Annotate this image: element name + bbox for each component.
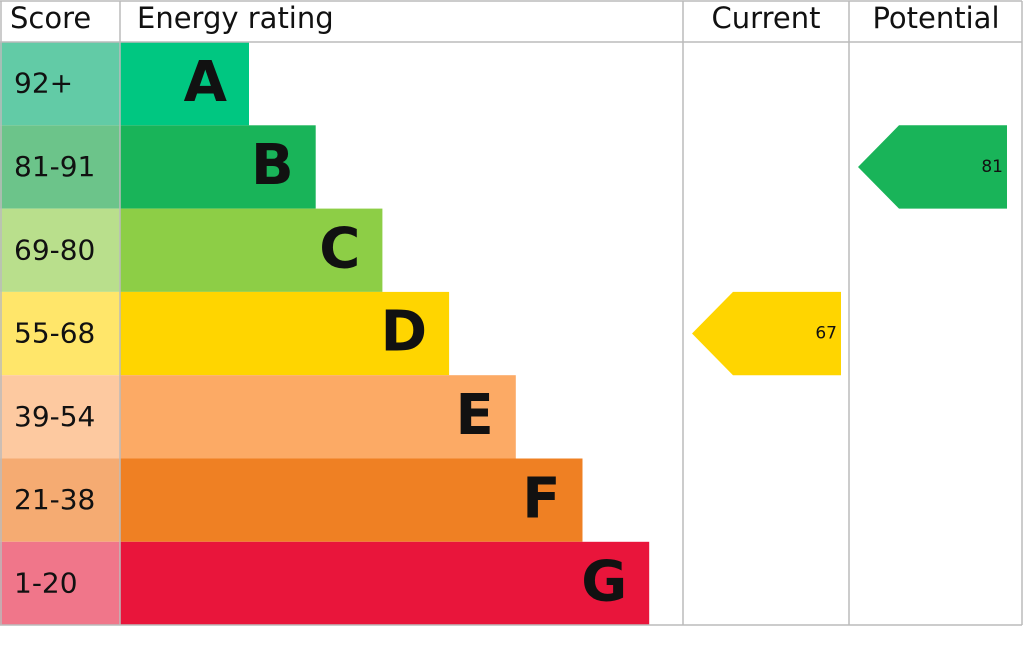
score-cell: [0, 375, 120, 459]
rating-letter: A: [184, 50, 228, 115]
score-cell: [0, 42, 120, 126]
current-value: 67: [815, 324, 837, 344]
header-score: Score: [10, 1, 91, 35]
rating-bar: [120, 208, 383, 292]
score-label: 92+: [14, 67, 73, 100]
header-current: Current: [712, 1, 821, 35]
rating-letter: B: [251, 133, 294, 198]
score-label: 21-38: [14, 483, 95, 516]
rating-letter: G: [581, 550, 627, 615]
header-potential: Potential: [872, 1, 999, 35]
score-cell: [0, 458, 120, 542]
potential-value: 81: [981, 157, 1003, 177]
rating-letter: F: [522, 466, 560, 531]
potential-arrow: [858, 125, 1007, 209]
rating-bar: [120, 375, 516, 459]
rating-letter: C: [319, 216, 360, 281]
score-label: 55-68: [14, 317, 95, 350]
score-label: 69-80: [14, 233, 95, 266]
score-label: 81-91: [14, 150, 95, 183]
rating-bar: [120, 458, 583, 542]
score-cell: [0, 541, 120, 626]
rating-bar: [120, 541, 650, 626]
current-arrow: [692, 291, 841, 376]
header-rating: Energy rating: [137, 1, 334, 35]
score-label: 1-20: [14, 566, 78, 599]
rating-bar: [120, 42, 249, 126]
score-cell: [0, 291, 120, 376]
rating-letter: D: [381, 300, 427, 365]
score-cell: [0, 208, 120, 292]
rating-letter: E: [456, 383, 494, 448]
score-cell: [0, 125, 120, 209]
rating-bar: [120, 291, 450, 376]
rating-bar: [120, 125, 316, 209]
score-label: 39-54: [14, 400, 95, 433]
